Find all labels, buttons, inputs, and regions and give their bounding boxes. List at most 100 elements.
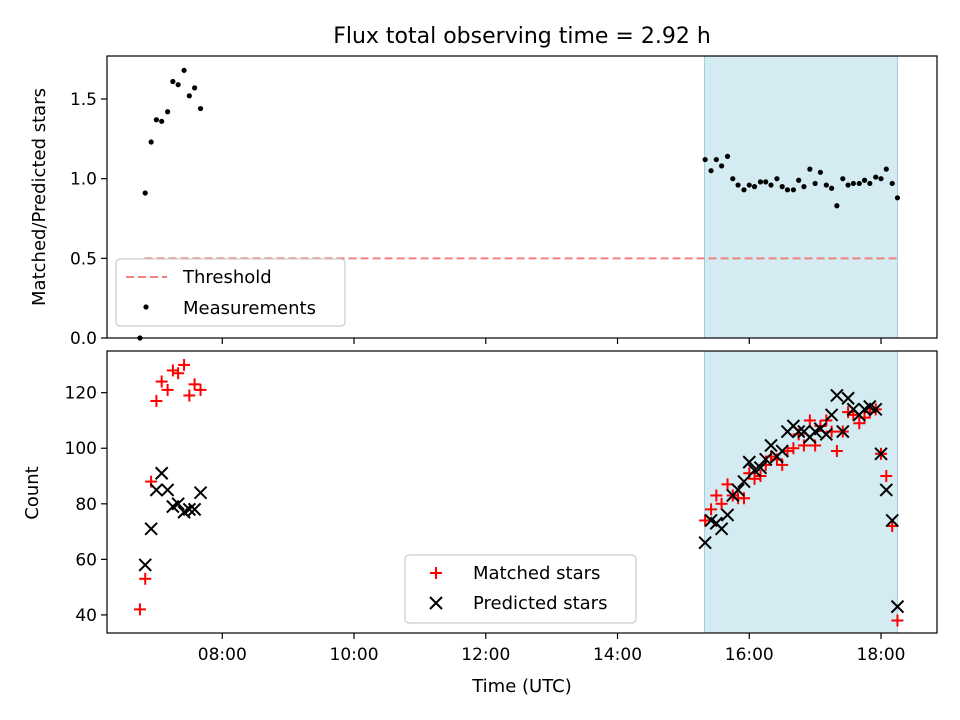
predicted-star-marker (879, 483, 893, 497)
bottom-panel: 40 60 80 100 120 08:00 10:00 12:00 14:00 16:00 18… (22, 350, 938, 697)
legend-threshold-label: Threshold (182, 267, 272, 288)
predicted-star-marker (144, 522, 158, 536)
measurement-point (170, 78, 176, 85)
predicted-star-marker (869, 402, 883, 417)
measurement-point (713, 156, 719, 163)
measurement-point (829, 185, 835, 191)
measurement-point (834, 203, 840, 209)
measurement-point (757, 179, 764, 185)
y-tick-label: 120 (65, 384, 97, 404)
measurement-points (137, 67, 901, 341)
bottom-y-axis-label: Count (22, 466, 43, 519)
matched-star-marker (803, 414, 816, 427)
top-y-axis-label: Matched/Predicted stars (29, 88, 50, 306)
bottom-y-ticks: 40 60 80 100 120 (65, 384, 107, 626)
predicted-star-marker (874, 447, 888, 461)
legend-measurements-label: Measurements (183, 298, 316, 319)
matched-star-marker (842, 406, 855, 419)
observing-interval-band (704, 55, 898, 339)
predicted-stars-points (138, 388, 905, 614)
measurement-point (845, 182, 851, 188)
x-tick-label: 08:00 (198, 645, 247, 665)
predicted-star-marker (824, 408, 839, 422)
top-legend: Threshold Measurements (115, 258, 346, 327)
matched-star-marker (797, 439, 810, 452)
measurement-point (817, 169, 824, 175)
top-observing-interval (704, 55, 898, 339)
measurement-point (708, 168, 714, 174)
predicted-star-marker (193, 485, 208, 500)
predicted-star-marker (714, 522, 729, 536)
measurement-point (192, 85, 198, 91)
matched-star-marker (166, 364, 179, 377)
matched-star-marker (150, 395, 163, 408)
matched-star-marker (188, 378, 201, 391)
top-legend-box (115, 258, 346, 327)
matched-star-marker (891, 614, 904, 627)
top-panel: 0.0 0.5 1.0 1.5 Matched/Predicted stars Thr… (29, 55, 938, 349)
x-tick-label: 10:00 (330, 645, 379, 665)
measurement-point (796, 177, 802, 183)
measurement-point (801, 184, 807, 190)
measurement-point (197, 105, 204, 112)
predicted-star-marker (764, 438, 778, 453)
matched-star-marker (133, 603, 146, 616)
predicted-star-marker (819, 427, 834, 442)
top-y-ticks: 0.0 0.5 1.0 1.5 (70, 90, 107, 349)
x-tick-label: 12:00 (461, 645, 510, 665)
predicted-star-marker (885, 513, 899, 528)
predicted-star-marker (775, 444, 789, 458)
measurement-point (768, 182, 774, 188)
matched-star-marker (161, 383, 174, 396)
measurement-point (741, 187, 747, 193)
chart-title: Flux total observing time = 2.92 h (333, 24, 711, 49)
measurement-point (175, 82, 181, 88)
predicted-star-marker (720, 508, 735, 522)
measurement-point (724, 153, 731, 159)
bottom-x-ticks: 08:00 10:00 12:00 14:00 16:00 18:00 (198, 633, 906, 665)
legend-predicted-swatch (429, 596, 443, 610)
measurement-point (730, 176, 736, 182)
matched-star-marker (715, 497, 728, 510)
measurement-point (861, 177, 868, 183)
legend-matched-label: Matched stars (473, 563, 600, 584)
matched-star-marker (759, 458, 772, 471)
measurement-point (751, 184, 758, 190)
y-tick-label: 0.0 (70, 329, 97, 349)
top-x-ticks (221, 338, 882, 344)
measurement-point (790, 187, 796, 193)
measurement-point (812, 180, 818, 187)
measurement-point (153, 117, 160, 123)
bottom-axes-frame (106, 350, 938, 634)
measurement-point (878, 176, 884, 182)
measurement-point (873, 174, 879, 180)
matched-stars-points (133, 358, 904, 627)
matched-star-marker (847, 408, 860, 421)
predicted-star-marker (182, 502, 197, 517)
x-axis-label: Time (UTC) (471, 676, 572, 697)
x-tick-label: 14:00 (593, 645, 642, 665)
x-tick-label: 16:00 (725, 645, 774, 665)
bottom-legend: Matched stars Predicted stars (404, 554, 637, 624)
measurement-point (718, 163, 725, 169)
matched-star-marker (194, 383, 207, 396)
matched-star-marker (183, 389, 196, 402)
predicted-star-marker (160, 483, 175, 497)
matched-star-marker (139, 572, 152, 585)
measurement-point (142, 190, 148, 196)
measurement-point (867, 180, 873, 187)
matched-star-marker (721, 478, 734, 491)
measurement-point (807, 166, 813, 172)
matched-star-marker (858, 411, 871, 424)
matched-star-marker (825, 425, 838, 438)
bottom-legend-box (404, 554, 637, 624)
x-tick-label: 18:00 (857, 645, 906, 665)
matched-star-marker (178, 358, 191, 371)
measurement-point (883, 166, 889, 172)
matched-star-marker (710, 489, 723, 502)
matched-star-marker (853, 417, 866, 430)
matched-star-marker (880, 470, 893, 483)
measurement-point (746, 182, 752, 188)
measurement-point (735, 182, 741, 188)
